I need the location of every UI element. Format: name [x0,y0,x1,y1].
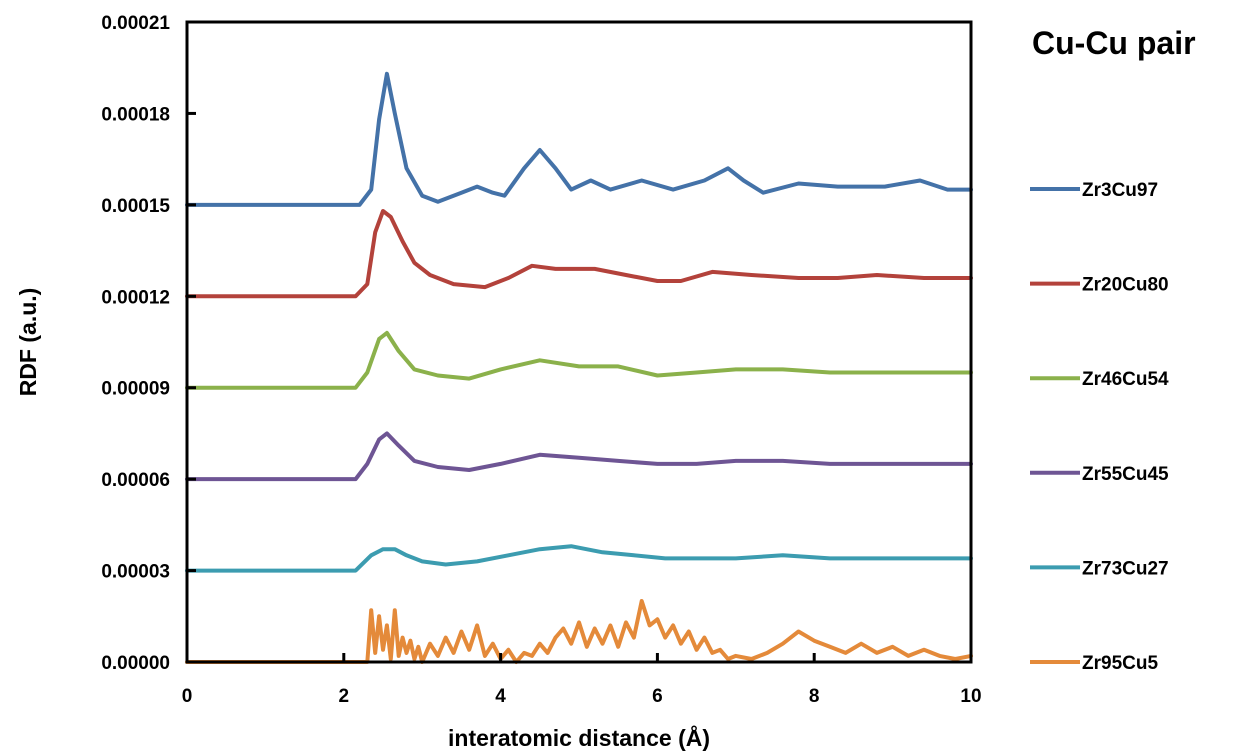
legend-label: Zr46Cu54 [1082,369,1169,390]
y-tick-label: 0.00012 [101,287,170,308]
x-tick-label: 4 [495,686,506,707]
series-line-zr20cu80 [185,209,973,299]
y-tick-label: 0.00003 [101,562,170,583]
y-axis: 0.00000 0.00003 0.00006 0.00009 0.00012 0.000… [101,13,196,674]
legend-item: Zr73Cu27 [1030,558,1169,579]
series-line-zr55cu45 [185,431,973,482]
series-line-zr95cu5 [185,599,973,664]
y-tick-label: 0.00021 [101,13,170,34]
legend-item: Zr55Cu45 [1030,464,1169,485]
legend-item: Zr95Cu5 [1030,653,1158,674]
legend-item: Zr20Cu80 [1030,275,1169,296]
legend-label: Zr55Cu45 [1082,464,1169,485]
y-tick-label: 0.00006 [101,470,170,491]
y-tick-label: 0.00000 [101,653,170,674]
legend-label: Zr73Cu27 [1082,558,1169,579]
series-line-zr46cu54 [185,330,973,390]
x-tick-label: 0 [182,686,193,707]
legend-item: Zr3Cu97 [1030,180,1158,201]
legend: Zr3Cu97 Zr20Cu80 Zr46Cu54 Zr55Cu45 Zr73Cu27 Z… [1030,180,1169,674]
plot-lines [185,71,973,664]
y-tick-label: 0.00018 [101,104,170,125]
legend-label: Zr3Cu97 [1082,180,1158,201]
x-tick-label: 8 [809,686,820,707]
x-tick-label: 6 [652,686,663,707]
legend-label: Zr95Cu5 [1082,653,1158,674]
x-tick-label: 10 [960,686,981,707]
x-axis: 0 2 4 6 8 10 [182,653,982,707]
series-line-zr3cu97 [185,71,973,207]
x-tick-label: 2 [339,686,350,707]
series-line-zr73cu27 [185,544,973,573]
y-tick-label: 0.00015 [101,196,170,217]
x-axis-title: interatomic distance (Å) [448,724,710,751]
legend-item: Zr46Cu54 [1030,369,1169,390]
y-tick-label: 0.00009 [101,379,170,400]
legend-label: Zr20Cu80 [1082,275,1169,296]
plot-area-frame [185,20,973,664]
y-axis-title: RDF (a.u.) [15,288,41,397]
chart-title: Cu-Cu pair [1032,25,1196,61]
